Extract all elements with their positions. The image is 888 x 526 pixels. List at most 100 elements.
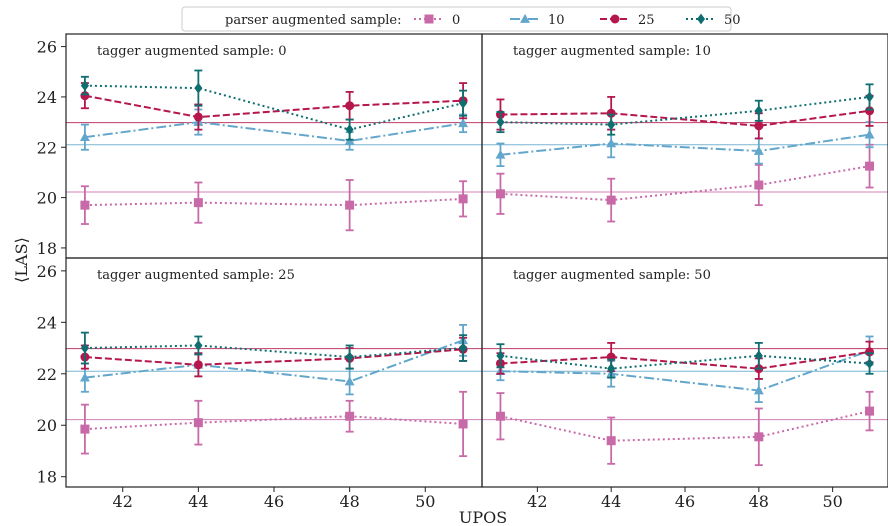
- data-point-50: [865, 358, 874, 369]
- y-tick-label: 18: [37, 468, 57, 487]
- panel-3: tagger augmented sample: 50 42 44 46 48 50: [481, 257, 888, 511]
- y-tick-label: 22: [37, 138, 57, 157]
- series-line-0: [84, 197, 464, 207]
- data-point-0: [345, 200, 355, 210]
- data-point-0: [606, 436, 616, 446]
- series-line-50: [500, 354, 870, 370]
- y-axis-label: ⟨LAS⟩: [12, 237, 31, 283]
- data-point-0: [458, 419, 468, 429]
- x-tick-label: 42: [527, 492, 547, 511]
- x-tick-label: 46: [264, 492, 284, 511]
- data-point-50: [496, 350, 505, 362]
- legend-marker-25: [610, 14, 620, 24]
- data-point-25: [80, 91, 90, 101]
- series-line-10: [84, 339, 464, 383]
- data-point-0: [495, 411, 505, 421]
- data-point-0: [865, 161, 875, 171]
- data-point-0: [458, 194, 468, 204]
- panel-title: tagger augmented sample: 0: [97, 44, 287, 59]
- data-point-50: [607, 119, 616, 131]
- data-point-0: [193, 418, 203, 428]
- x-tick-label: 50: [415, 492, 435, 511]
- x-tick-label: 44: [601, 492, 621, 511]
- data-point-25: [193, 360, 203, 370]
- data-point-0: [345, 411, 355, 421]
- data-point-50: [865, 91, 874, 103]
- y-tick-label: 20: [37, 189, 57, 208]
- data-point-25: [865, 347, 875, 357]
- series-line-50: [500, 95, 870, 126]
- y-tick-label: 26: [37, 262, 57, 281]
- x-tick-label: 44: [188, 492, 208, 511]
- y-tick-label: 24: [37, 313, 57, 332]
- data-point-25: [865, 106, 875, 116]
- data-point-10: [79, 132, 90, 142]
- x-tick-label: 46: [675, 492, 695, 511]
- y-tick-label: 20: [37, 416, 57, 435]
- data-point-50: [459, 342, 468, 354]
- x-tick-label: 48: [339, 492, 359, 511]
- panel-title: tagger augmented sample: 50: [513, 268, 711, 283]
- data-point-0: [80, 424, 90, 434]
- series-line-0: [84, 415, 464, 431]
- data-point-50: [345, 124, 354, 136]
- series-line-0: [500, 410, 870, 442]
- series-line-10: [500, 349, 870, 392]
- x-tick-label: 48: [749, 492, 769, 511]
- series-line-10: [84, 121, 464, 142]
- panel-2: tagger augmented sample: 25 18 20 22 24 26 42 4…: [37, 257, 483, 511]
- y-tick-label: 26: [37, 38, 57, 57]
- data-point-50: [194, 340, 203, 351]
- data-point-0: [754, 432, 764, 442]
- series-line-25: [500, 109, 870, 127]
- data-point-50: [80, 80, 89, 91]
- data-point-25: [345, 101, 355, 111]
- legend-marker-50: [696, 13, 706, 25]
- panel-frame: [65, 33, 483, 259]
- data-point-10: [344, 376, 355, 386]
- legend-label-10: 10: [548, 13, 565, 28]
- legend-marker-0: [424, 14, 434, 24]
- panel-title: tagger augmented sample: 25: [97, 268, 295, 283]
- x-axis-label: UPOS: [459, 508, 507, 526]
- data-point-25: [193, 112, 203, 122]
- legend-frame: [181, 6, 732, 32]
- data-point-0: [865, 406, 875, 416]
- data-point-0: [80, 200, 90, 210]
- data-point-10: [753, 385, 764, 395]
- data-point-10: [864, 129, 875, 139]
- legend-marker-10: [520, 13, 530, 23]
- data-point-10: [606, 138, 617, 148]
- data-point-50: [194, 82, 203, 94]
- series-line-0: [500, 165, 870, 202]
- panel-0: tagger augmented sample: 0 18 20 22 24 26: [37, 33, 483, 259]
- data-point-10: [458, 118, 469, 128]
- y-tick-label: 22: [37, 365, 57, 384]
- data-point-10: [753, 145, 764, 155]
- data-point-0: [606, 195, 616, 205]
- data-point-25: [754, 121, 764, 131]
- series-line-50: [84, 344, 464, 359]
- data-point-50: [80, 342, 89, 354]
- panel-1: tagger augmented sample: 10: [481, 33, 888, 259]
- data-point-0: [754, 180, 764, 190]
- legend-label-25: 25: [638, 13, 655, 28]
- x-tick-label: 50: [822, 492, 842, 511]
- legend-label-0: 0: [452, 13, 460, 28]
- legend-title: parser augmented sample:: [225, 13, 402, 28]
- data-point-0: [495, 189, 505, 199]
- data-point-50: [345, 351, 354, 363]
- legend: parser augmented sample: 0 10 25 50: [181, 6, 741, 32]
- series-line-25: [84, 94, 464, 119]
- y-tick-label: 24: [37, 88, 57, 107]
- legend-label-50: 50: [724, 13, 741, 28]
- data-point-10: [79, 372, 90, 382]
- data-point-10: [495, 149, 506, 159]
- data-point-50: [754, 105, 763, 117]
- series-line-10: [500, 133, 870, 156]
- series-line-25: [84, 348, 464, 366]
- data-point-25: [606, 108, 616, 118]
- data-point-50: [754, 350, 763, 362]
- series-line-50: [84, 84, 464, 131]
